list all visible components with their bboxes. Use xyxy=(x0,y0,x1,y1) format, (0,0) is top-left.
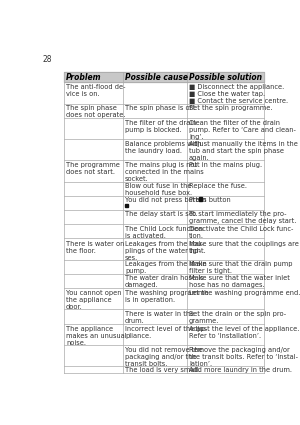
Text: The mains plug is not
connected in the mains
socket.: The mains plug is not connected in the m… xyxy=(125,162,204,182)
Text: Problem: Problem xyxy=(66,73,102,82)
Bar xyxy=(64,238,264,260)
Text: Set the drain or the spin pro-
gramme.: Set the drain or the spin pro- gramme. xyxy=(189,311,286,324)
Text: Deactivate the Child Lock func-
tion.: Deactivate the Child Lock func- tion. xyxy=(189,226,293,239)
Text: There is water on
the floor.: There is water on the floor. xyxy=(66,241,124,254)
Text: Balance problems with
the laundry load.: Balance problems with the laundry load. xyxy=(125,141,201,154)
Bar xyxy=(64,323,264,345)
Text: The appliance
makes an unusual
noise.: The appliance makes an unusual noise. xyxy=(66,326,127,346)
Bar xyxy=(125,204,128,207)
Text: The load is very small.: The load is very small. xyxy=(125,367,200,373)
Text: Incorrect level of the ap-
pliance.: Incorrect level of the ap- pliance. xyxy=(125,326,207,339)
Text: You did not remove the
packaging and/or the
transit bolts.: You did not remove the packaging and/or … xyxy=(125,347,203,367)
Text: The anti-flood de-
vice is on.: The anti-flood de- vice is on. xyxy=(66,84,126,97)
Text: Possible solution: Possible solution xyxy=(189,73,262,82)
Bar xyxy=(64,181,264,196)
Text: Set the spin programme.: Set the spin programme. xyxy=(189,105,273,111)
Text: Blow out fuse in the
household fuse box.: Blow out fuse in the household fuse box. xyxy=(125,183,192,196)
Text: The delay start is set.: The delay start is set. xyxy=(125,212,198,218)
Text: The programme
does not start.: The programme does not start. xyxy=(66,162,120,176)
Bar xyxy=(64,210,264,224)
Bar xyxy=(64,72,264,82)
Text: The filter of the drain
pump is blocked.: The filter of the drain pump is blocked. xyxy=(125,120,196,133)
Text: 28: 28 xyxy=(42,55,52,64)
Text: The spin phase is off.: The spin phase is off. xyxy=(125,105,196,111)
Text: Leakages from the drain
pump.: Leakages from the drain pump. xyxy=(125,261,207,274)
Bar xyxy=(64,196,264,210)
Text: To start immediately the pro-
gramme, cancel the delay start.: To start immediately the pro- gramme, ca… xyxy=(189,212,296,224)
Text: ■ Disconnect the appliance.
■ Close the water tap.
■ Contact the service centre.: ■ Disconnect the appliance. ■ Close the … xyxy=(189,84,288,105)
Bar xyxy=(64,104,264,118)
Text: You cannot open
the appliance
door.: You cannot open the appliance door. xyxy=(66,290,122,310)
Bar xyxy=(64,309,264,323)
Bar xyxy=(64,260,264,274)
Text: Press button: Press button xyxy=(189,197,233,203)
Text: The Child Lock function
is activated.: The Child Lock function is activated. xyxy=(125,226,203,239)
Text: The spin phase
does not operate.: The spin phase does not operate. xyxy=(66,105,126,118)
Bar xyxy=(64,118,264,139)
Bar xyxy=(64,345,264,366)
Text: Adjust the level of the appliance.
Refer to ‘Installation’.: Adjust the level of the appliance. Refer… xyxy=(189,326,299,339)
Text: The washing programme
is in operation.: The washing programme is in operation. xyxy=(125,290,209,303)
Text: Possible cause: Possible cause xyxy=(125,73,188,82)
Bar xyxy=(64,224,264,238)
Text: Make sure that the couplings are
tight.: Make sure that the couplings are tight. xyxy=(189,241,299,254)
Text: Add more laundry in the drum.: Add more laundry in the drum. xyxy=(189,367,292,373)
Text: There is water in the
drum.: There is water in the drum. xyxy=(125,311,194,324)
Text: 4: 4 xyxy=(198,197,202,202)
Bar xyxy=(64,139,264,160)
Text: Remove the packaging and/or
the transit bolts. Refer to ‘Instal-
lation’.: Remove the packaging and/or the transit … xyxy=(189,347,298,367)
Bar xyxy=(64,82,264,104)
Text: Make sure that the drain pump
filter is tight.: Make sure that the drain pump filter is … xyxy=(189,261,292,274)
Text: Make sure that the water inlet
hose has no damages.: Make sure that the water inlet hose has … xyxy=(189,275,290,288)
Text: Leakages from the cou-
plings of the water ho-
ses.: Leakages from the cou- plings of the wat… xyxy=(125,241,204,261)
Bar xyxy=(64,288,264,309)
Text: You did not press button: You did not press button xyxy=(125,197,206,203)
Text: Let the washing programme end.: Let the washing programme end. xyxy=(189,290,300,296)
Text: The water drain hose is
damaged.: The water drain hose is damaged. xyxy=(125,275,204,288)
Text: 4: 4 xyxy=(125,203,128,208)
Bar xyxy=(64,366,264,373)
Bar xyxy=(64,160,264,181)
Text: Adjust manually the items in the
tub and start the spin phase
again.: Adjust manually the items in the tub and… xyxy=(189,141,298,161)
Text: Put in the mains plug.: Put in the mains plug. xyxy=(189,162,262,168)
Text: Replace the fuse.: Replace the fuse. xyxy=(189,183,247,189)
Bar xyxy=(199,198,202,201)
Text: Clean the filter of the drain
pump. Refer to ‘Care and clean-
ing’.: Clean the filter of the drain pump. Refe… xyxy=(189,120,296,140)
Bar xyxy=(64,274,264,288)
